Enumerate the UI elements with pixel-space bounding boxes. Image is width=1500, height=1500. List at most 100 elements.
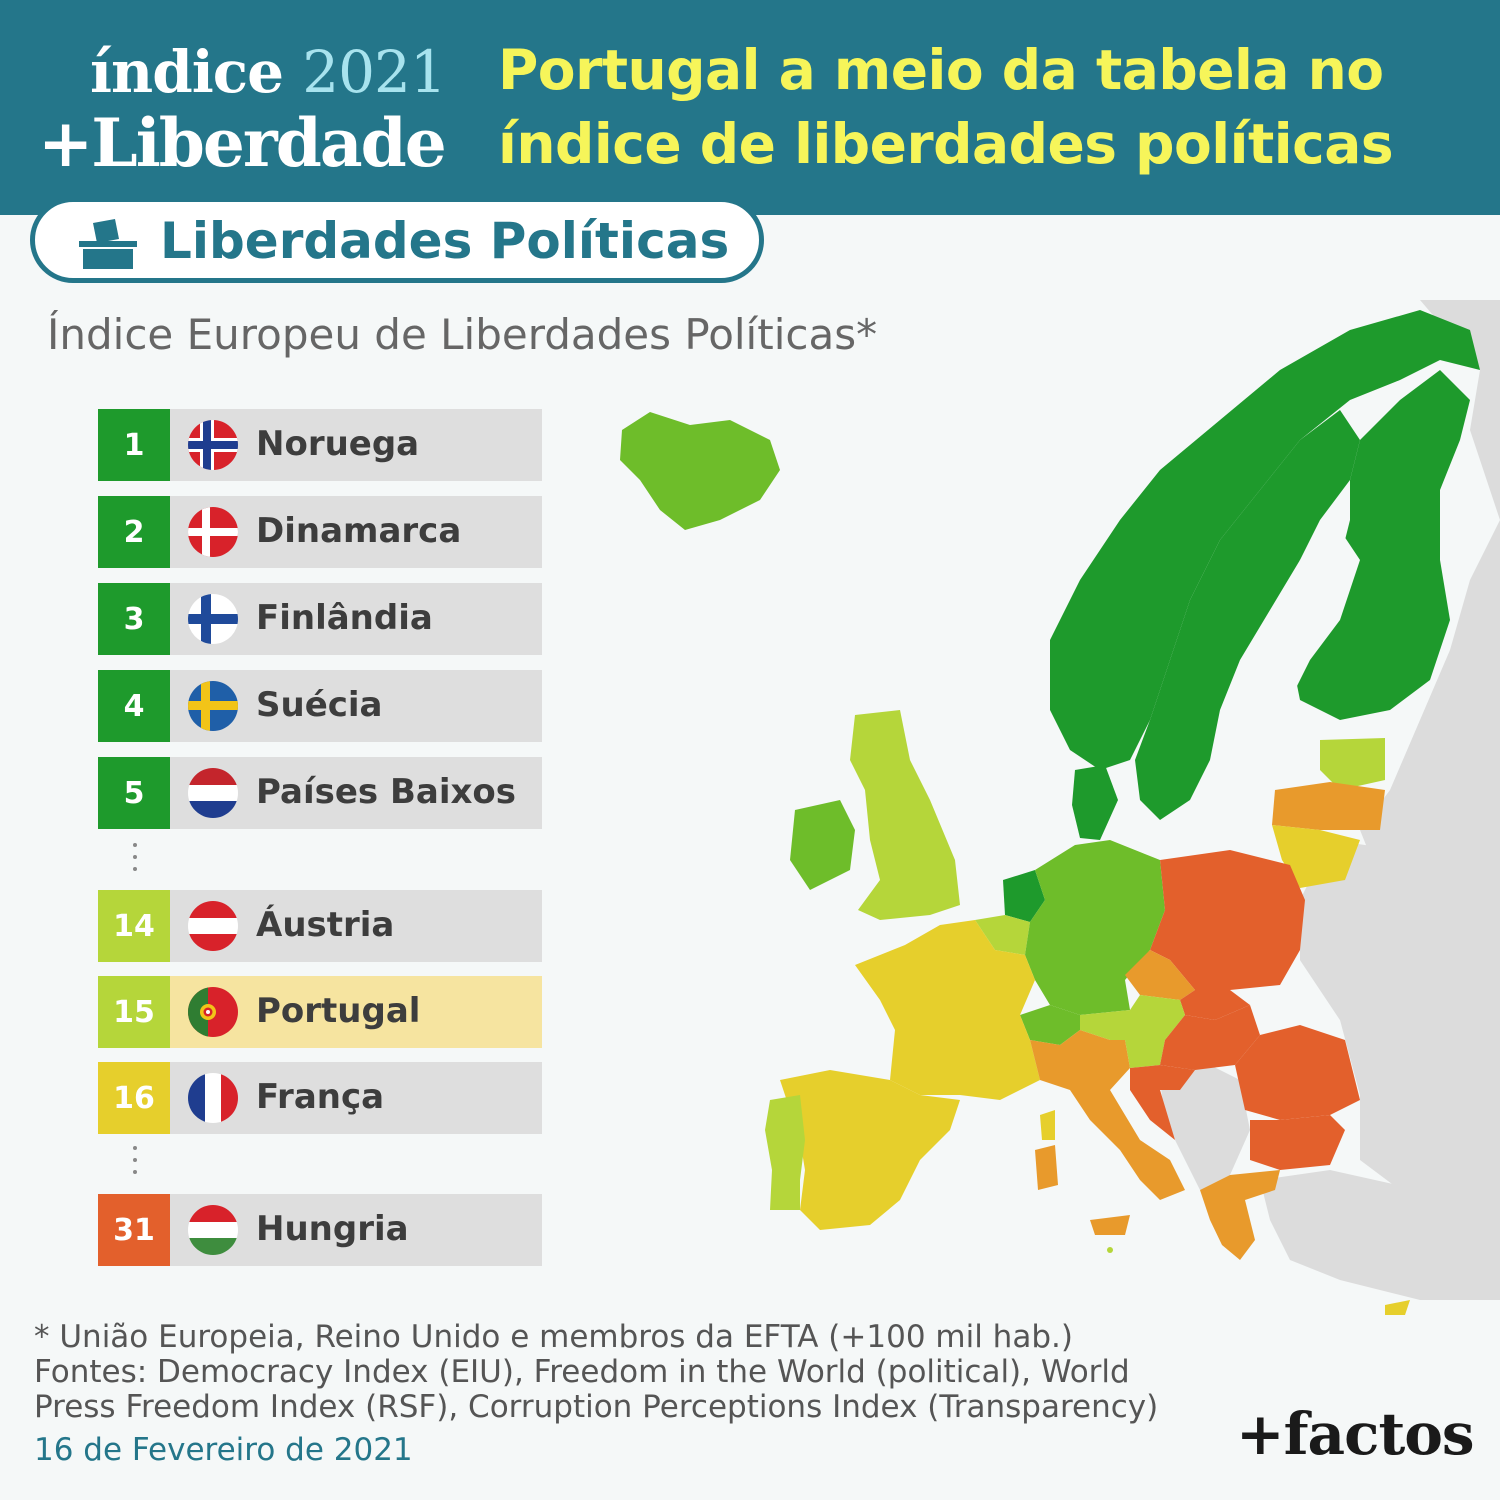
map-lithuania	[1272, 825, 1360, 888]
country-cell: Suécia	[170, 670, 542, 742]
map-cyprus	[1385, 1300, 1410, 1315]
rank-badge: 31	[98, 1194, 170, 1266]
map-uk	[850, 710, 960, 920]
map-iceland	[620, 412, 780, 530]
ellipsis-separator	[128, 1146, 142, 1182]
rank-badge: 3	[98, 583, 170, 655]
map-finland	[1290, 370, 1470, 720]
country-name: Países Baixos	[256, 772, 517, 812]
footnote-line-2: Fontes: Democracy Index (EIU), Freedom i…	[34, 1354, 1130, 1390]
ranking-row-sweden: 4 Suécia	[98, 670, 542, 742]
header-banner: índice 2021 +Liberdade Portugal a meio d…	[0, 0, 1500, 215]
category-badge: Liberdades Políticas	[30, 197, 764, 283]
country-cell: Dinamarca	[170, 496, 542, 568]
ranking-row-norway: 1 Noruega	[98, 409, 542, 481]
map-norway	[1050, 310, 1480, 770]
map-latvia	[1272, 782, 1385, 830]
brand-logo: +factos	[1236, 1400, 1475, 1468]
country-cell: Noruega	[170, 409, 542, 481]
europe-choropleth-map	[620, 300, 1500, 1315]
map-austria	[1080, 995, 1185, 1040]
map-greece	[1200, 1170, 1280, 1260]
map-estonia	[1320, 738, 1385, 790]
map-bulgaria	[1250, 1115, 1345, 1170]
country-name: Portugal	[256, 991, 421, 1031]
chart-subtitle: Índice Europeu de Liberdades Políticas*	[47, 310, 878, 359]
footnote-sources: * União Europeia, Reino Unido e membros …	[34, 1320, 1158, 1425]
country-name: Dinamarca	[256, 511, 462, 551]
rank-badge: 5	[98, 757, 170, 829]
logo-word: índice	[90, 38, 284, 106]
map-baltic-sea	[1270, 530, 1360, 700]
logo-year: 2021	[302, 38, 447, 106]
country-cell: Países Baixos	[170, 757, 542, 829]
logo-line-1: índice 2021	[90, 38, 447, 106]
logo-line-2: +Liberdade	[38, 104, 447, 182]
map-sweden	[1135, 410, 1360, 820]
country-cell: França	[170, 1062, 542, 1134]
map-russia-east	[1300, 300, 1500, 1290]
map-belarus-ukraine	[1300, 840, 1470, 1080]
hungary-flag-icon	[188, 1205, 238, 1255]
rank-badge: 14	[98, 890, 170, 962]
map-croatia	[1130, 1065, 1195, 1140]
france-flag-icon	[188, 1073, 238, 1123]
finland-flag-icon	[188, 594, 238, 644]
map-netherlands	[1003, 870, 1045, 922]
map-turkey	[1260, 1170, 1500, 1300]
badge-label: Liberdades Políticas	[160, 212, 730, 270]
map-switzerland	[1020, 1005, 1080, 1045]
map-spain	[780, 1070, 960, 1230]
country-cell: Hungria	[170, 1194, 542, 1266]
ranking-row-austria: 14 Áustria	[98, 890, 542, 962]
map-sardinia	[1035, 1145, 1058, 1190]
austria-flag-icon	[188, 901, 238, 951]
ranking-row-denmark: 2 Dinamarca	[98, 496, 542, 568]
map-sicily	[1090, 1215, 1130, 1235]
publication-date: 16 de Fevereiro de 2021	[34, 1432, 413, 1468]
country-cell-highlighted: Portugal	[170, 976, 542, 1048]
map-malta	[1107, 1247, 1113, 1253]
map-hungary	[1160, 1005, 1260, 1070]
map-portugal	[765, 1095, 805, 1210]
headline-line-2: índice de liberdades políticas	[498, 112, 1394, 176]
footnote-line-1: * União Europeia, Reino Unido e membros …	[34, 1319, 1073, 1355]
rank-badge: 2	[98, 496, 170, 568]
map-corsica	[1040, 1110, 1055, 1140]
map-czechia	[1125, 950, 1195, 1000]
country-cell: Finlândia	[170, 583, 542, 655]
norway-flag-icon	[188, 420, 238, 470]
country-name: França	[256, 1077, 385, 1117]
map-slovenia	[1125, 1040, 1165, 1068]
ellipsis-separator	[128, 843, 142, 879]
country-name: Noruega	[256, 424, 420, 464]
country-name: Hungria	[256, 1209, 409, 1249]
sweden-flag-icon	[188, 681, 238, 731]
map-balkans	[1160, 1060, 1250, 1190]
ranking-row-france: 16 França	[98, 1062, 542, 1134]
portugal-flag-icon	[188, 987, 238, 1037]
country-name: Áustria	[256, 905, 395, 945]
map-poland	[1150, 850, 1305, 990]
ranking-row-portugal: 15 Portugal	[98, 976, 542, 1048]
footnote-line-3: Press Freedom Index (RSF), Corruption Pe…	[34, 1389, 1159, 1425]
ranking-row-hungary: 31 Hungria	[98, 1194, 542, 1266]
headline-line-1: Portugal a meio da tabela no	[498, 38, 1384, 102]
netherlands-flag-icon	[188, 768, 238, 818]
ranking-row-finland: 3 Finlândia	[98, 583, 542, 655]
map-ireland	[790, 800, 855, 890]
map-italy	[1030, 1030, 1185, 1200]
rank-badge: 15	[98, 976, 170, 1048]
rank-badge: 4	[98, 670, 170, 742]
ballot-box-icon	[79, 219, 137, 269]
rank-badge: 1	[98, 409, 170, 481]
country-cell: Áustria	[170, 890, 542, 962]
map-belgium	[975, 915, 1030, 955]
country-name: Suécia	[256, 685, 383, 725]
map-denmark	[1072, 765, 1118, 840]
ranking-row-netherlands: 5 Países Baixos	[98, 757, 542, 829]
denmark-flag-icon	[188, 507, 238, 557]
country-name: Finlândia	[256, 598, 433, 638]
map-romania	[1235, 1025, 1360, 1120]
rank-badge: 16	[98, 1062, 170, 1134]
